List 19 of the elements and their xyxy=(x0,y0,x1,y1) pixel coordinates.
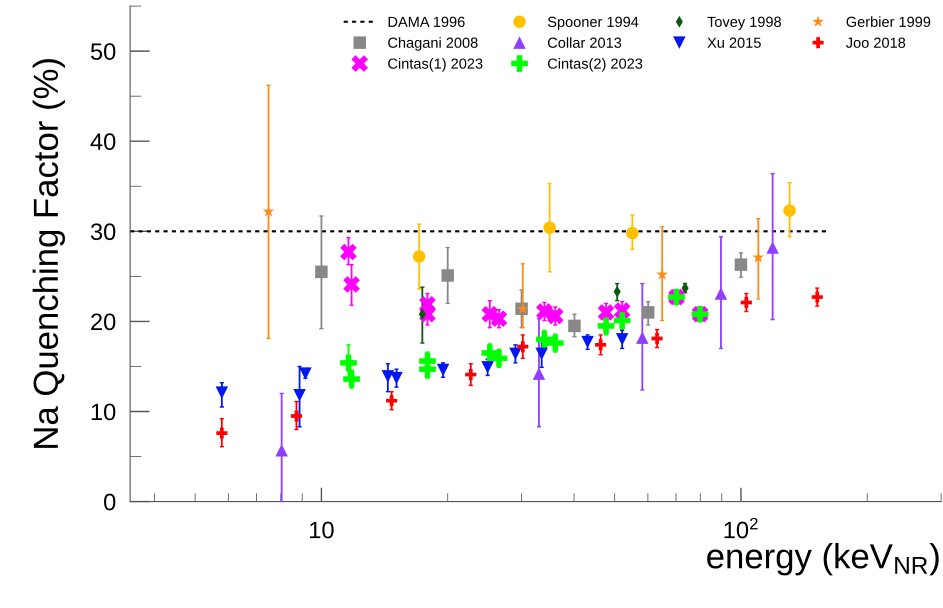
y-axis-title: Na Quenching Factor (%) xyxy=(32,59,65,448)
legend-label: Tovey 1998 xyxy=(707,16,781,30)
y-tick-label: 30 xyxy=(90,223,116,240)
legend-label: Chagani 2008 xyxy=(388,37,478,51)
x-axis-title: energy (keV$_{NR}$) xyxy=(707,543,939,576)
legend-label: Gerbier 1999 xyxy=(846,16,930,27)
legend-label: DAMA 1996 xyxy=(388,16,465,27)
x-tick-label: 10$^{2}$ xyxy=(724,518,758,538)
y-tick-label: 10 xyxy=(92,404,116,420)
legend-label: Cintas(2) 2023 xyxy=(548,58,642,72)
legend-label: Joo 2018 xyxy=(846,38,906,48)
y-tick-label: 50 xyxy=(90,43,116,60)
legend-label: Collar 2013 xyxy=(548,37,622,48)
y-tick-label: 20 xyxy=(91,313,116,330)
legend-label: Xu 2015 xyxy=(707,38,761,48)
legend-label: Spooner 1994 xyxy=(548,16,638,30)
y-tick-label: 0 xyxy=(104,494,116,510)
y-tick-label: 40 xyxy=(90,133,116,150)
legend-label: Cintas(1) 2023 xyxy=(388,58,482,72)
